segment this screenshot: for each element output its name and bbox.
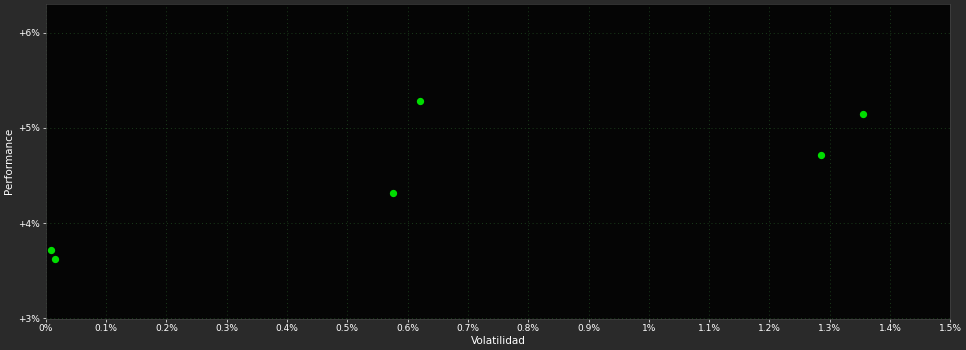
Point	[855, 111, 870, 117]
Point	[813, 152, 829, 158]
Point	[384, 190, 400, 196]
Point	[47, 257, 63, 262]
X-axis label: Volatilidad: Volatilidad	[470, 336, 526, 346]
Y-axis label: Performance: Performance	[4, 128, 14, 195]
Point	[43, 247, 58, 253]
Point	[412, 98, 427, 104]
